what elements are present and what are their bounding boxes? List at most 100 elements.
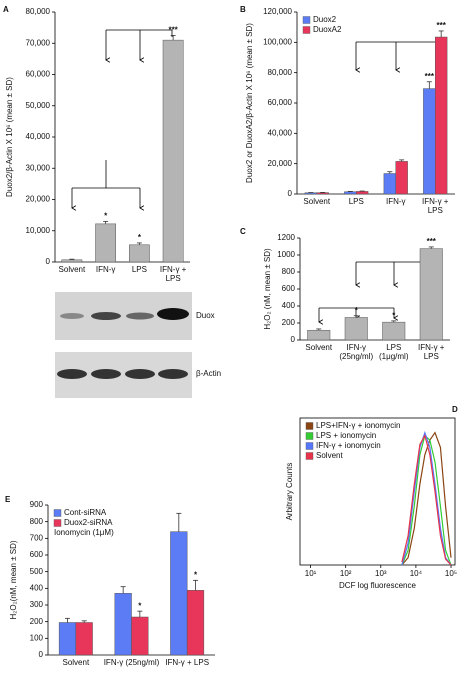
significance: * [194, 570, 198, 579]
comparison-brackets [72, 29, 442, 322]
bar [304, 192, 317, 195]
y-tick-label: 1000 [277, 250, 295, 259]
significance: * [138, 233, 142, 242]
legend-swatch [305, 432, 314, 440]
panel-label: D [452, 405, 458, 414]
y-axis-label: H₂O₂ (nM, mean ± SD) [263, 248, 272, 330]
y-tick-label: 200 [282, 318, 296, 327]
y-tick-label: 0 [288, 189, 293, 198]
histogram-line [401, 434, 452, 566]
bar [61, 259, 83, 263]
legend-swatch [302, 26, 311, 34]
y-tick-label: 200 [30, 617, 44, 626]
bar [382, 321, 406, 341]
y-axis-label: Duox2/β-Actin X 10⁶ (mean ± SD) [5, 77, 14, 197]
y-tick-label: 100 [30, 633, 44, 642]
y-tick-label: 40,000 [26, 132, 51, 141]
bar [186, 590, 205, 656]
legend-label: DuoxA2 [313, 25, 342, 34]
x-tick-label: IFN-γ + LPS [422, 197, 449, 215]
x-tick-label: IFN-γ + LPS [418, 343, 445, 361]
bar [129, 244, 150, 263]
legend-swatch [305, 452, 314, 460]
bar [307, 329, 331, 341]
significance: *** [168, 26, 178, 35]
legend-label: Solvent [316, 451, 343, 460]
y-tick-label: 800 [282, 267, 296, 276]
x-tick-label: 10² [340, 569, 352, 578]
legend-label: IFN-γ + ionomycin [316, 441, 381, 450]
x-tick-label: IFN-γ + LPS [165, 658, 210, 667]
bar [58, 622, 77, 656]
legend-swatch [305, 442, 314, 450]
bar [75, 622, 93, 656]
y-tick-label: 40,000 [268, 128, 293, 137]
y-tick-label: 600 [30, 550, 44, 559]
bar [170, 531, 188, 656]
panel-label: E [5, 495, 11, 504]
y-tick-label: 70,000 [26, 38, 51, 47]
bar [344, 191, 357, 195]
x-tick-label: 10⁵ [445, 569, 457, 578]
y-tick-label: 400 [30, 583, 44, 592]
x-tick-label: LPS [131, 265, 147, 274]
y-tick-label: 80,000 [26, 7, 51, 16]
legend-label: Cont-siRNA [64, 508, 107, 517]
y-tick-label: 700 [30, 533, 44, 542]
y-tick-label: 0 [46, 257, 51, 266]
legend-swatch [53, 519, 62, 527]
blot-label: Duox [196, 311, 215, 320]
legend-label: Duox2 [313, 15, 337, 24]
y-tick-label: 30,000 [26, 163, 51, 172]
y-tick-label: 20,000 [26, 195, 51, 204]
x-tick-label: IFN-γ (25ng/ml) [339, 343, 374, 361]
bar [419, 248, 443, 341]
y-tick-label: 1200 [277, 233, 295, 242]
y-tick-label: 400 [282, 301, 296, 310]
significance: * [355, 306, 359, 315]
bar [344, 317, 368, 341]
significance: * [392, 311, 396, 320]
y-axis-label: Arbitrary Counts [285, 463, 294, 521]
x-tick-label: IFN-γ + LPS [159, 265, 187, 283]
panel-label: B [240, 5, 246, 14]
bar [435, 36, 448, 195]
y-tick-label: 20,000 [268, 159, 293, 168]
x-tick-label: IFN-γ [385, 197, 406, 206]
x-tick-label: 10¹ [305, 569, 317, 578]
y-tick-label: 120,000 [263, 7, 292, 16]
y-tick-label: 80,000 [268, 68, 293, 77]
significance: *** [425, 72, 435, 81]
panel-label: C [240, 227, 246, 236]
x-tick-label: Solvent [303, 197, 331, 206]
legend-label: Duox2-siRNA [64, 518, 113, 527]
y-tick-label: 500 [30, 567, 44, 576]
x-tick-label: LPS [348, 197, 364, 206]
bar [114, 593, 132, 656]
x-tick-label: Solvent [305, 343, 333, 352]
y-tick-label: 600 [282, 284, 296, 293]
bar [95, 223, 116, 263]
y-tick-label: 60,000 [26, 70, 51, 79]
panel-label: A [3, 5, 9, 14]
histogram-line [401, 434, 452, 566]
bar [395, 161, 408, 195]
bar [356, 191, 369, 195]
legend-swatch [302, 16, 311, 24]
x-tick-label: Solvent [62, 658, 90, 667]
x-tick-label: IFN-γ [95, 265, 116, 274]
y-tick-label: 900 [30, 500, 44, 509]
bar [131, 616, 149, 656]
legend-note: Ionomycin (1μM) [54, 528, 114, 537]
y-tick-label: 60,000 [268, 98, 293, 107]
bar [423, 88, 436, 195]
histogram-line [401, 430, 452, 566]
x-tick-label: LPS (1μg/ml) [379, 343, 409, 361]
y-tick-label: 800 [30, 517, 44, 526]
bar [316, 192, 329, 195]
y-tick-label: 10,000 [26, 226, 51, 235]
x-tick-label: 10⁴ [410, 569, 423, 578]
y-tick-label: 300 [30, 600, 44, 609]
